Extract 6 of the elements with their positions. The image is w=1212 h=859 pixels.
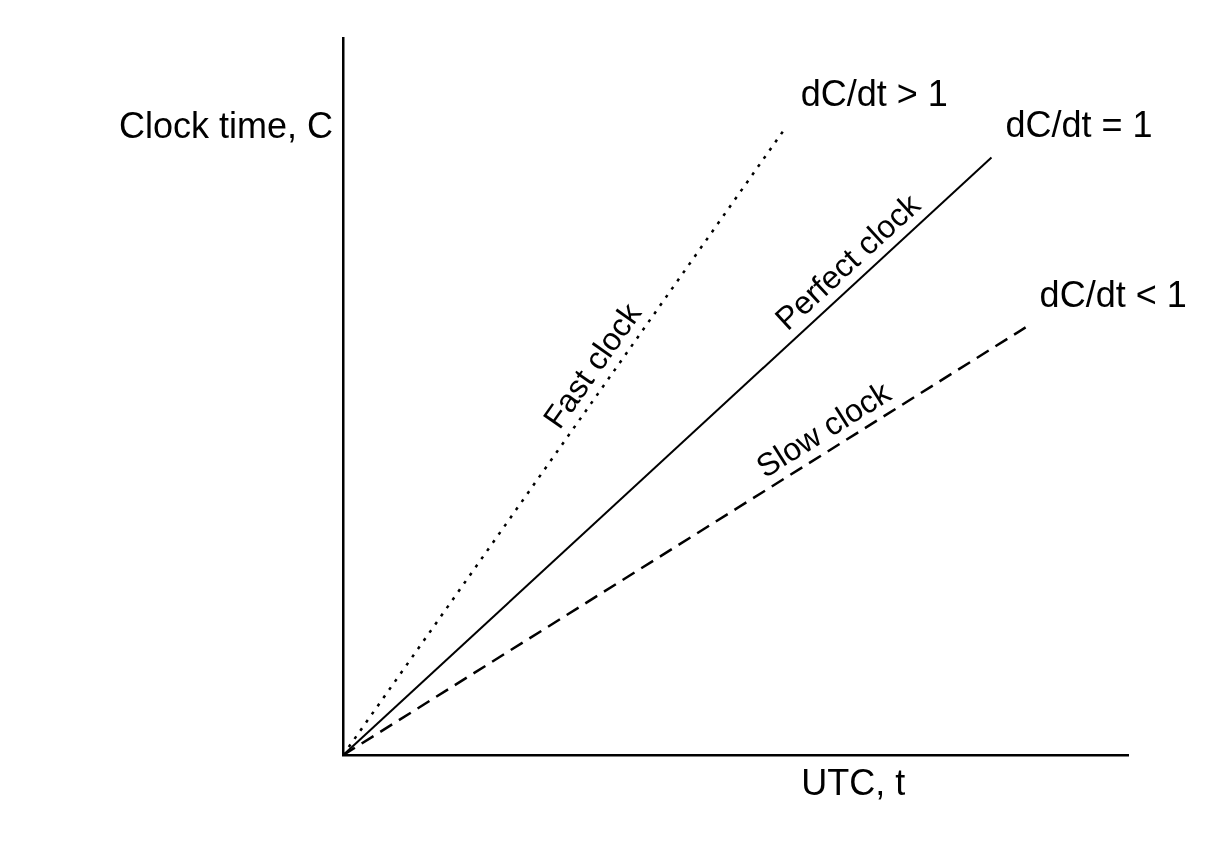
text: Slow clock (749, 373, 898, 485)
y-axis-title: Clock time, C (118, 104, 333, 146)
annotation: dC/dt < 1 (1039, 274, 1187, 316)
annotation: dC/dt = 1 (1005, 104, 1153, 146)
x-axis-title: UTC, t (801, 762, 906, 804)
text: dC/dt > 1 (800, 73, 948, 114)
